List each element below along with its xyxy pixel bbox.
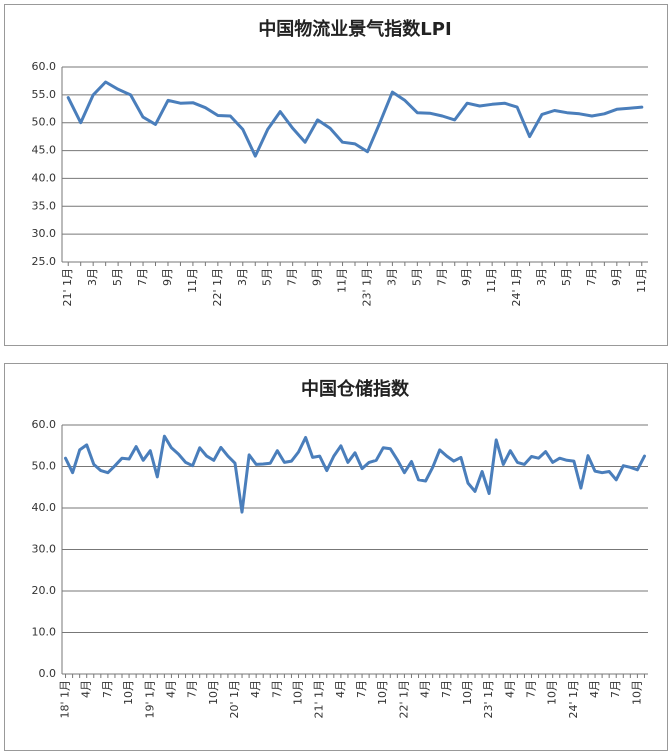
x-tick-label: 7月 bbox=[355, 680, 368, 698]
x-tick-label: 3月 bbox=[86, 268, 99, 286]
x-tick-label: 11月 bbox=[336, 268, 349, 293]
x-tick-label: 24' 1月 bbox=[510, 268, 523, 307]
y-tick-label: 10.0 bbox=[32, 626, 57, 639]
y-tick-label: 45.0 bbox=[32, 144, 57, 157]
chart-title: 中国物流业景气指数LPI bbox=[258, 18, 451, 40]
y-tick-label: 30.0 bbox=[32, 543, 57, 556]
y-tick-label: 20.0 bbox=[32, 584, 57, 597]
x-tick-label: 23' 1月 bbox=[360, 268, 373, 307]
x-tick-label: 4月 bbox=[249, 680, 262, 698]
x-tick-label: 3月 bbox=[236, 268, 249, 286]
y-tick-label: 0.0 bbox=[39, 667, 57, 680]
x-tick-label: 9月 bbox=[161, 268, 174, 286]
x-tick-label: 21' 1月 bbox=[61, 268, 74, 307]
y-tick-label: 25.0 bbox=[32, 255, 57, 268]
x-tick-label: 23' 1月 bbox=[482, 680, 495, 719]
x-tick-label: 9月 bbox=[311, 268, 324, 286]
data-line bbox=[66, 80, 644, 158]
x-tick-label: 7月 bbox=[136, 268, 149, 286]
x-tick-label: 10月 bbox=[461, 680, 474, 705]
chart-frame bbox=[4, 4, 668, 346]
x-tick-label: 19' 1月 bbox=[143, 680, 156, 719]
y-tick-label: 35.0 bbox=[32, 199, 57, 212]
x-tick-label: 7月 bbox=[609, 680, 622, 698]
x-tick-label: 7月 bbox=[440, 680, 453, 698]
x-tick-label: 4月 bbox=[164, 680, 177, 698]
x-tick-label: 20' 1月 bbox=[228, 680, 241, 719]
x-tick-label: 9月 bbox=[460, 268, 473, 286]
y-tick-label: 40.0 bbox=[32, 171, 57, 184]
x-tick-label: 10月 bbox=[122, 680, 135, 705]
x-tick-label: 11月 bbox=[485, 268, 498, 293]
y-tick-label: 40.0 bbox=[32, 501, 57, 514]
x-tick-label: 5月 bbox=[560, 268, 573, 286]
x-tick-label: 5月 bbox=[410, 268, 423, 286]
x-tick-label: 3月 bbox=[535, 268, 548, 286]
x-tick-label: 3月 bbox=[385, 268, 398, 286]
x-tick-label: 7月 bbox=[101, 680, 114, 698]
data-line bbox=[64, 434, 646, 514]
y-tick-label: 30.0 bbox=[32, 227, 57, 240]
x-tick-label: 5月 bbox=[261, 268, 274, 286]
x-tick-label: 18' 1月 bbox=[59, 680, 72, 719]
x-tick-label: 11月 bbox=[186, 268, 199, 293]
y-tick-label: 55.0 bbox=[32, 88, 57, 101]
x-tick-label: 24' 1月 bbox=[567, 680, 580, 719]
x-tick-label: 10月 bbox=[292, 680, 305, 705]
chart-frame bbox=[4, 363, 668, 751]
x-tick-label: 11月 bbox=[635, 268, 648, 293]
x-tick-label: 7月 bbox=[525, 680, 538, 698]
y-tick-label: 60.0 bbox=[32, 418, 57, 431]
x-tick-label: 7月 bbox=[435, 268, 448, 286]
x-tick-label: 10月 bbox=[546, 680, 559, 705]
x-tick-label: 4月 bbox=[419, 680, 432, 698]
x-tick-label: 5月 bbox=[111, 268, 124, 286]
x-tick-label: 4月 bbox=[588, 680, 601, 698]
x-tick-label: 21' 1月 bbox=[313, 680, 326, 719]
x-tick-label: 9月 bbox=[610, 268, 623, 286]
x-tick-label: 7月 bbox=[286, 268, 299, 286]
x-tick-label: 7月 bbox=[270, 680, 283, 698]
x-tick-label: 4月 bbox=[80, 680, 93, 698]
x-tick-label: 10月 bbox=[630, 680, 643, 705]
x-tick-label: 22' 1月 bbox=[211, 268, 224, 307]
x-tick-label: 4月 bbox=[334, 680, 347, 698]
x-tick-label: 10月 bbox=[207, 680, 220, 705]
y-tick-label: 50.0 bbox=[32, 116, 57, 129]
chart-title: 中国仓储指数 bbox=[301, 378, 410, 400]
x-tick-label: 22' 1月 bbox=[397, 680, 410, 719]
x-tick-label: 10月 bbox=[376, 680, 389, 705]
y-tick-label: 60.0 bbox=[32, 60, 57, 73]
x-tick-label: 4月 bbox=[503, 680, 516, 698]
x-tick-label: 7月 bbox=[186, 680, 199, 698]
x-tick-label: 7月 bbox=[585, 268, 598, 286]
y-tick-label: 50.0 bbox=[32, 460, 57, 473]
